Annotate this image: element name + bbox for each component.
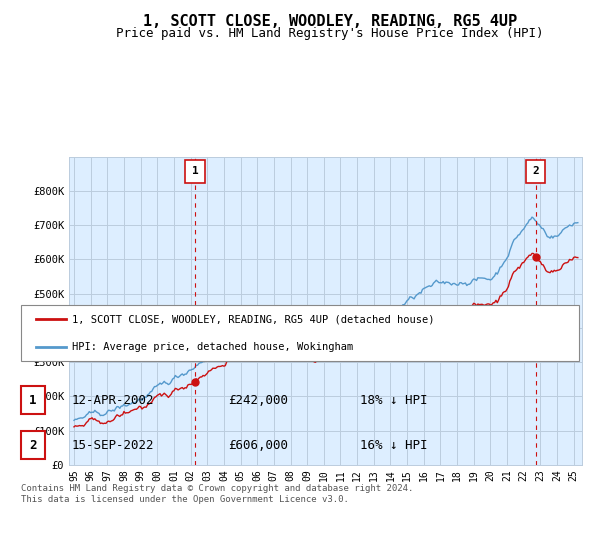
Text: 16% ↓ HPI: 16% ↓ HPI bbox=[360, 438, 427, 452]
Text: £606,000: £606,000 bbox=[228, 438, 288, 452]
Text: Price paid vs. HM Land Registry's House Price Index (HPI): Price paid vs. HM Land Registry's House … bbox=[116, 27, 544, 40]
Text: £242,000: £242,000 bbox=[228, 394, 288, 407]
Text: 1, SCOTT CLOSE, WOODLEY, READING, RG5 4UP (detached house): 1, SCOTT CLOSE, WOODLEY, READING, RG5 4U… bbox=[72, 314, 434, 324]
Text: 12-APR-2002: 12-APR-2002 bbox=[72, 394, 155, 407]
Text: 2: 2 bbox=[532, 166, 539, 176]
Text: Contains HM Land Registry data © Crown copyright and database right 2024.
This d: Contains HM Land Registry data © Crown c… bbox=[21, 484, 413, 504]
Text: 1: 1 bbox=[192, 166, 199, 176]
Text: HPI: Average price, detached house, Wokingham: HPI: Average price, detached house, Woki… bbox=[72, 342, 353, 352]
Text: 1: 1 bbox=[29, 394, 37, 407]
Text: 15-SEP-2022: 15-SEP-2022 bbox=[72, 438, 155, 452]
Text: 2: 2 bbox=[29, 438, 37, 452]
Text: 18% ↓ HPI: 18% ↓ HPI bbox=[360, 394, 427, 407]
Text: 1, SCOTT CLOSE, WOODLEY, READING, RG5 4UP: 1, SCOTT CLOSE, WOODLEY, READING, RG5 4U… bbox=[143, 14, 517, 29]
